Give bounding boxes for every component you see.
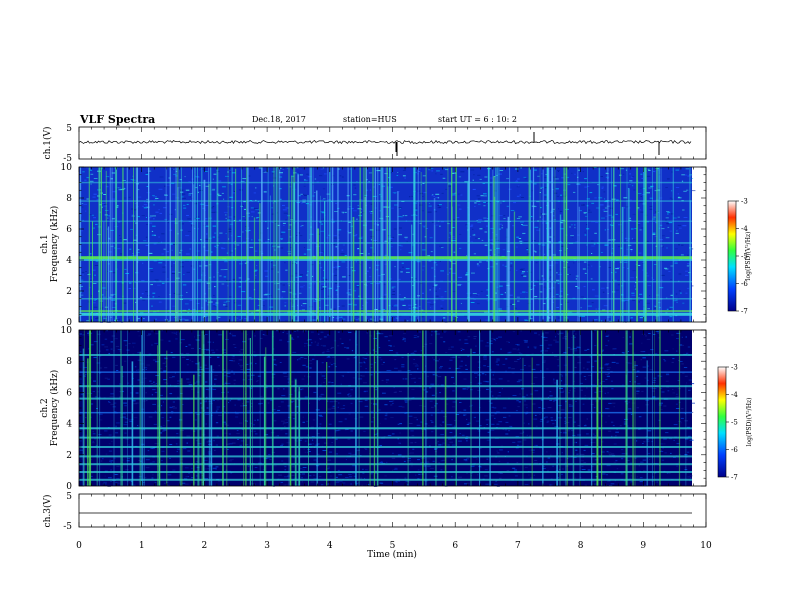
- ytick-label: 6: [66, 225, 72, 235]
- ytick-label: 8: [66, 357, 72, 367]
- colorbar-tick: -5: [731, 419, 738, 427]
- ch1-ylabel-channel: ch.1: [40, 234, 50, 253]
- ytick-label: 2: [66, 451, 72, 461]
- colorbar-tick: -3: [731, 364, 738, 372]
- ch3-ytick-top: 5: [66, 492, 72, 502]
- ch1-ylabel: ch.1(V): [42, 127, 53, 160]
- x-axis-label: Time (min): [367, 549, 417, 560]
- xtick-label: 5: [390, 541, 396, 551]
- colorbar-tick: -3: [741, 198, 748, 206]
- ch2-ylabel-channel: ch.2: [40, 398, 50, 417]
- ch1-spectrogram-image: [79, 167, 706, 323]
- colorbar-tick: -4: [731, 391, 738, 399]
- ch2-ylabel-frequency: Frequency (kHz): [49, 370, 60, 447]
- ch1-colorbar-label: log(PSD)(V²/Hz): [745, 232, 752, 281]
- xtick-label: 0: [76, 541, 82, 551]
- ytick-label: 10: [61, 326, 73, 336]
- ytick-label: 4: [66, 256, 72, 266]
- ch2-colorbar-label: log(PSD)(V²/Hz): [746, 398, 753, 447]
- ch3-ylabel: ch.3(V): [42, 495, 53, 528]
- colorbar-tick: -6: [731, 446, 738, 454]
- xtick-label: 8: [578, 541, 584, 551]
- colorbar-tick: -6: [741, 280, 748, 288]
- colorbar-tick: -7: [731, 474, 738, 482]
- ytick-label: 0: [66, 318, 72, 328]
- ytick-label: 8: [66, 194, 72, 204]
- xtick-label: 9: [640, 541, 646, 551]
- ch1-ytick-bottom: -5: [63, 154, 72, 164]
- xtick-label: 6: [452, 541, 458, 551]
- ytick-label: 6: [66, 388, 72, 398]
- ch2-colorbar: -3 -4 -5 -6 -7 log(PSD)(V²/Hz): [717, 364, 753, 482]
- station-label: station=HUS: [343, 115, 397, 124]
- colorbar-tick: -5: [741, 253, 748, 261]
- ch2-spectrogram-image: [79, 330, 706, 487]
- xtick-label: 4: [327, 541, 333, 551]
- ch2-spectrogram-panel: 0 2 4 6 8 10 ch.2 Frequency (kHz): [40, 326, 707, 492]
- date-label: Dec.18, 2017: [252, 115, 306, 124]
- ch1-ytick-top: 5: [66, 124, 72, 134]
- ch1-waveform-line: [78, 139, 692, 145]
- ytick-label: 2: [66, 287, 72, 297]
- xtick-label: 2: [202, 541, 208, 551]
- ytick-label: 10: [61, 163, 73, 173]
- start-ut-label: start UT = 6 : 10: 2: [438, 115, 517, 124]
- xtick-label: 3: [264, 541, 270, 551]
- colorbar-tick: -7: [741, 308, 748, 316]
- ch1-spectrogram-panel: 0 2 4 6 8 10 ch.1 Frequency (kHz): [40, 163, 707, 328]
- ch3-ytick-bottom: -5: [63, 522, 72, 532]
- ytick-label: 4: [66, 420, 72, 430]
- colorbar-tick: -4: [741, 225, 748, 233]
- ch1-colorbar: -3 -4 -5 -6 -7 log(PSD)(V²/Hz): [727, 198, 752, 316]
- xtick-label: 10: [700, 541, 712, 551]
- ytick-label: 0: [66, 482, 72, 492]
- xtick-label: 7: [515, 541, 521, 551]
- xtick-label: 1: [139, 541, 145, 551]
- ch1-ylabel-frequency: Frequency (kHz): [49, 206, 60, 283]
- chart-title: VLF Spectra: [79, 113, 155, 126]
